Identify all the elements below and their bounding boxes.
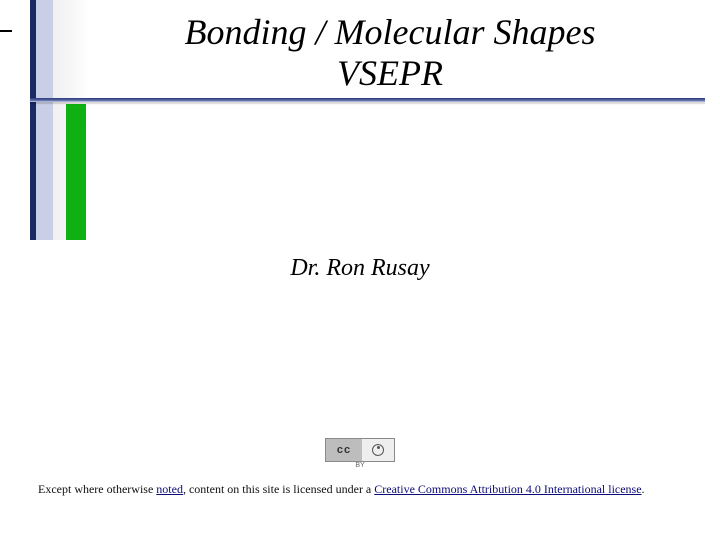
license-link-noted[interactable]: noted [156, 482, 183, 496]
author-text: Dr. Ron Rusay [0, 255, 720, 282]
slide: Bonding / Molecular Shapes VSEPR Dr. Ron… [0, 0, 720, 540]
tick-mark [0, 30, 12, 32]
license-suffix: . [642, 482, 645, 496]
person-icon [372, 444, 384, 456]
license-text: Except where otherwise noted, content on… [38, 482, 682, 497]
license-link-cc[interactable]: Creative Commons Attribution 4.0 Interna… [374, 482, 641, 496]
cc-license-badge: cc [325, 438, 395, 462]
title-line-2: VSEPR [100, 53, 680, 94]
left-accent-bar [30, 0, 90, 240]
cc-badge-label: cc [326, 439, 362, 461]
license-middle: , content on this site is licensed under… [183, 482, 374, 496]
title-block: Bonding / Molecular Shapes VSEPR [100, 12, 680, 95]
title-underline [30, 98, 705, 102]
cc-badge-by-icon [362, 439, 394, 461]
cc-badge-caption: BY [355, 462, 364, 469]
title-line-1: Bonding / Molecular Shapes [100, 12, 680, 53]
left-accent-green [66, 104, 86, 240]
license-prefix: Except where otherwise [38, 482, 156, 496]
